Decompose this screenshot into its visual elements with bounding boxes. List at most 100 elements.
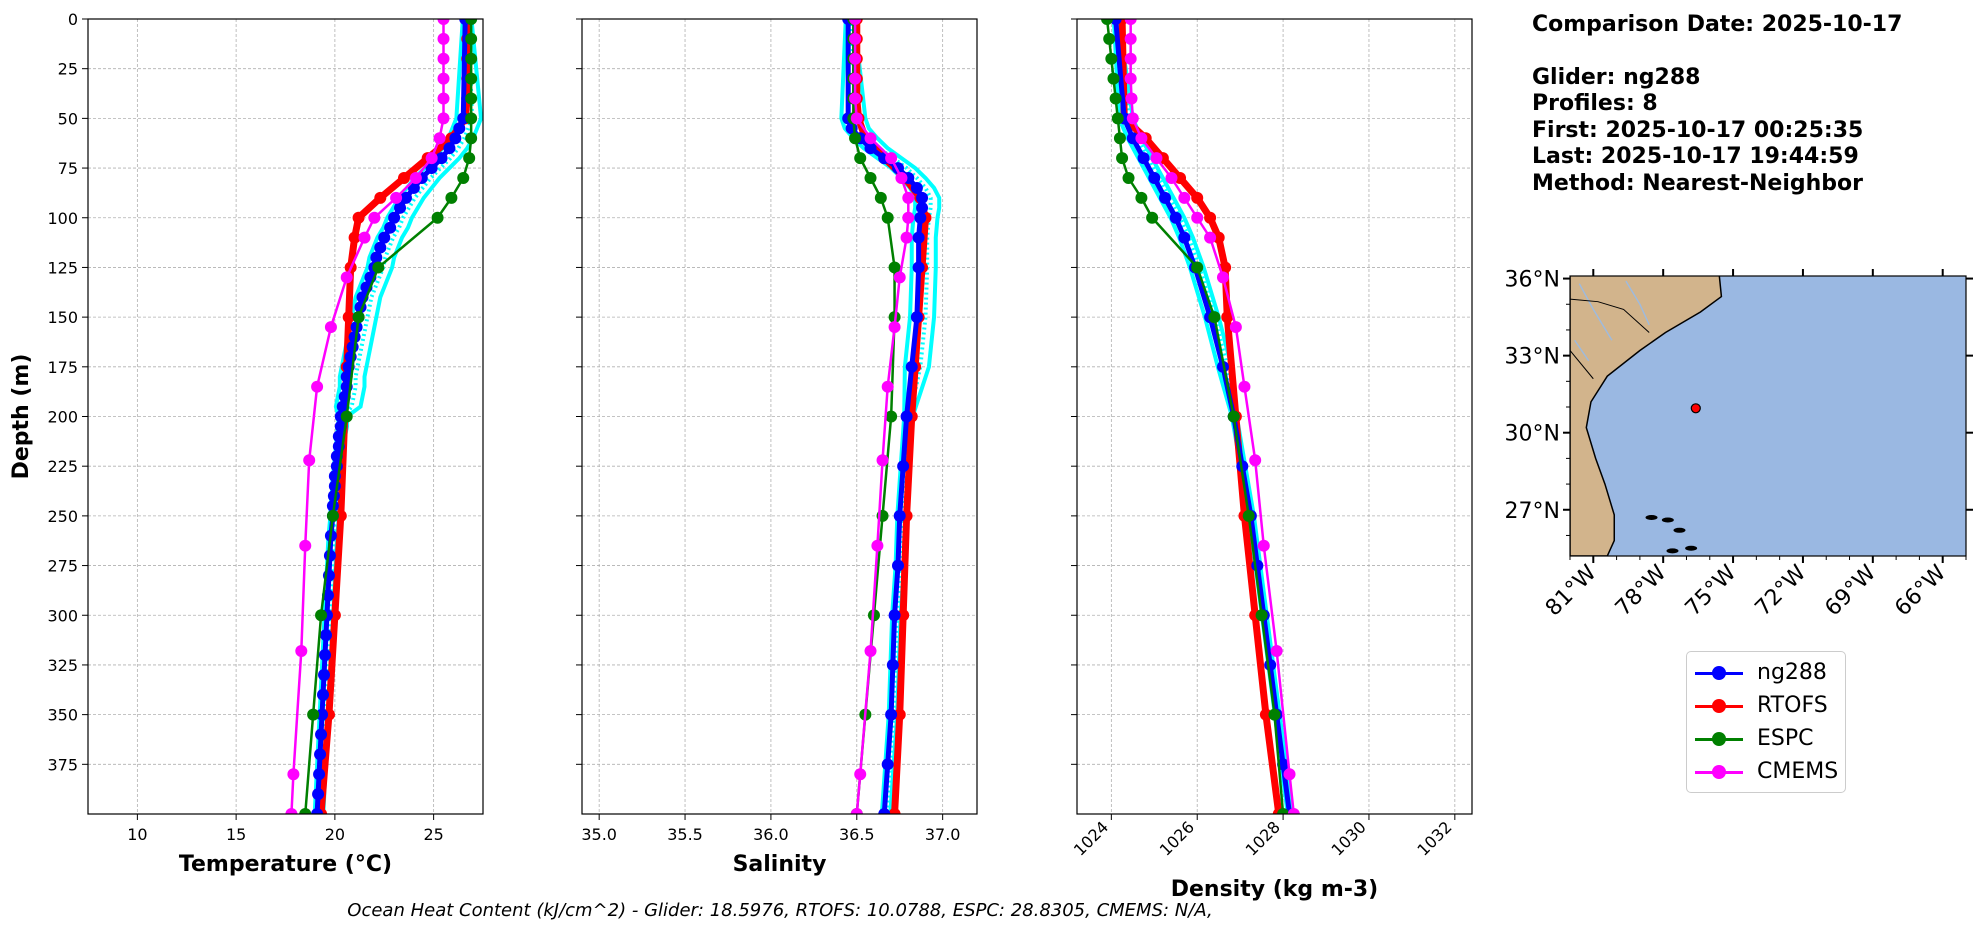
x-axis-label: Temperature (°C) xyxy=(179,852,392,877)
data-point-espc xyxy=(465,19,478,25)
data-point-cmems xyxy=(437,19,450,25)
data-point-ng288 xyxy=(336,400,349,413)
location-map: 36°N 33°N 30°N 27°N 81°W 78°W 75°W 72°W 69°W 66°W xyxy=(1505,268,1973,621)
data-point-ng288 xyxy=(1251,559,1264,572)
data-point-ng288 xyxy=(378,231,391,244)
data-point-cmems xyxy=(864,132,877,145)
data-point-cmems xyxy=(1124,19,1137,25)
data-point-ng288 xyxy=(384,221,397,234)
lat-label: 30°N xyxy=(1505,422,1560,447)
method: Method: Nearest-Neighbor xyxy=(1532,170,1863,196)
data-point-espc xyxy=(874,191,887,204)
data-point-rtofs xyxy=(348,231,361,244)
data-point-ng288 xyxy=(916,201,929,214)
data-point-rtofs xyxy=(398,172,410,184)
data-point-cmems xyxy=(854,768,867,781)
first-time: First: 2025-10-17 00:25:35 xyxy=(1532,117,1864,143)
data-point-cmems xyxy=(893,271,906,284)
data-point-cmems xyxy=(850,112,863,125)
data-point-rtofs xyxy=(374,191,387,204)
data-point-ng288 xyxy=(399,191,412,204)
lon-label: 69°W xyxy=(1820,560,1881,621)
data-point-espc xyxy=(445,191,458,204)
series xyxy=(1101,19,1300,814)
legend-label: RTOFS xyxy=(1757,693,1828,718)
data-point-cmems xyxy=(285,808,298,814)
data-point-ng288 xyxy=(886,658,899,671)
data-point-ng288 xyxy=(905,360,918,373)
data-point-rtofs xyxy=(888,808,901,814)
data-point-cmems xyxy=(1270,645,1283,658)
data-point-cmems xyxy=(849,19,862,25)
data-point-ng288 xyxy=(912,261,925,274)
data-point-cmems xyxy=(1165,172,1178,184)
land xyxy=(1570,276,1723,556)
last-time: Last: 2025-10-17 19:44:59 xyxy=(1532,144,1859,169)
panel-2: 1024 1026 1028 1030 1032 Density (kg m-3) xyxy=(1070,18,1473,902)
data-point-espc xyxy=(315,609,328,622)
data-point-rtofs xyxy=(342,311,355,324)
legend-item-rtofs: RTOFS xyxy=(1687,689,1845,722)
data-point-ng288 xyxy=(319,629,332,642)
y-tick-label: 25 xyxy=(58,60,78,79)
data-point-rtofs xyxy=(893,708,906,721)
data-point-cmems xyxy=(1126,112,1139,125)
data-point-espc xyxy=(1242,509,1255,522)
info-block: Comparison Date: 2025-10-17 Glider: ng28… xyxy=(1532,12,1902,197)
x-tick-label: 36.0 xyxy=(753,825,789,844)
state-border xyxy=(1570,298,1650,333)
data-point-espc xyxy=(881,211,894,224)
legend-swatch-espc xyxy=(1695,729,1743,749)
legend-swatch-rtofs xyxy=(1695,696,1743,716)
x-tick-label: 1026 xyxy=(1156,817,1198,859)
data-point-espc xyxy=(864,172,877,184)
x-tick-label: 1032 xyxy=(1413,817,1455,859)
data-point-ng288 xyxy=(1169,211,1182,224)
data-point-espc xyxy=(372,261,385,274)
data-point-espc xyxy=(1277,808,1290,814)
data-point-ng288 xyxy=(912,231,925,244)
data-point-espc xyxy=(1107,72,1120,85)
data-point-cmems xyxy=(1238,380,1251,393)
data-point-rtofs xyxy=(1212,231,1225,244)
y-tick-label: 300 xyxy=(47,606,78,625)
data-point-espc xyxy=(849,132,862,145)
data-point-cmems xyxy=(849,72,862,85)
data-point-cmems xyxy=(1287,808,1300,814)
panel-0: 10 15 20 25 Temperature (°C) 0 25 50 75 100 125 150… xyxy=(9,10,484,877)
data-point-ng288 xyxy=(407,181,420,194)
x-tick-label: 36.5 xyxy=(839,825,875,844)
x-tick-label: 1028 xyxy=(1242,817,1284,859)
data-point-cmems xyxy=(1124,32,1137,45)
river xyxy=(1578,283,1613,341)
map-frame xyxy=(1569,275,1967,557)
data-point-cmems xyxy=(1229,321,1242,334)
data-point-ng288 xyxy=(888,609,901,622)
data-point-ng288 xyxy=(370,251,383,264)
data-point-cmems xyxy=(876,454,889,467)
data-point-ng288 xyxy=(864,142,877,155)
y-tick-label: 50 xyxy=(58,109,78,128)
data-point-cmems xyxy=(390,191,403,204)
data-point-espc xyxy=(465,132,478,145)
legend-label: ESPC xyxy=(1757,726,1814,751)
data-point-espc xyxy=(465,92,478,105)
y-tick-label: 150 xyxy=(47,308,78,327)
data-point-rtofs xyxy=(352,211,365,224)
data-point-espc xyxy=(465,72,478,85)
y-tick-label: 75 xyxy=(58,159,78,178)
lat-label: 27°N xyxy=(1505,499,1560,524)
x-axis-label: Salinity xyxy=(733,852,827,877)
data-point-ng288 xyxy=(881,758,894,771)
legend-swatch-ng288 xyxy=(1695,663,1743,683)
data-point-ng288 xyxy=(388,211,401,224)
data-point-cmems xyxy=(900,231,913,244)
data-point-ng288 xyxy=(435,152,448,165)
y-tick-label: 100 xyxy=(47,209,78,228)
data-point-cmems xyxy=(1283,768,1296,781)
data-point-cmems xyxy=(324,321,337,334)
data-point-espc xyxy=(1255,609,1268,622)
data-point-rtofs xyxy=(1219,261,1232,274)
data-point-espc xyxy=(854,152,867,165)
grid xyxy=(582,19,977,814)
